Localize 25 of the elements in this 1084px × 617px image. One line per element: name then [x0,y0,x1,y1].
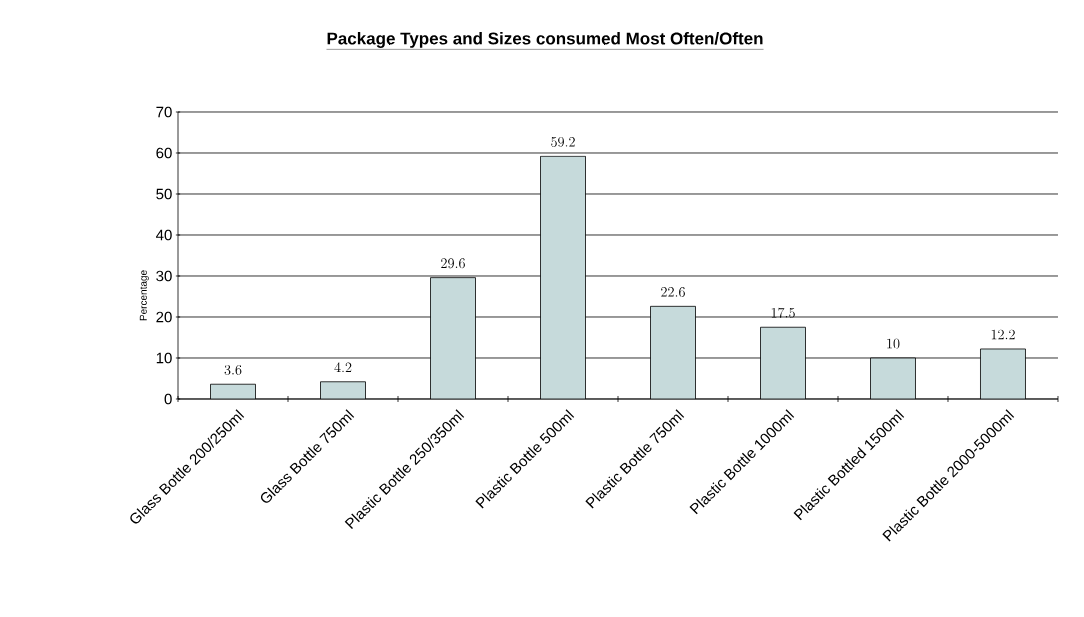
bar [760,326,806,399]
bar [540,155,586,399]
y-tick-label: 20 [156,311,172,323]
y-tick-label: 40 [156,229,172,241]
data-label: 4.2 [334,362,352,373]
data-label: 17.5 [771,307,795,318]
data-label: 12.2 [991,329,1015,340]
bar [320,381,366,399]
y-tick-label: 30 [156,270,172,282]
bar [980,348,1026,399]
data-label: 10 [887,338,900,349]
data-label: 59.2 [551,136,575,147]
chart-title: Package Types and Sizes consumed Most Often/Often [327,32,763,48]
bar [870,357,916,399]
data-label: 3.6 [224,364,242,375]
bar [650,305,696,399]
y-tick-label: 50 [156,188,172,200]
y-tick-label: 0 [164,393,172,405]
y-tick-label: 70 [156,106,172,118]
y-tick-label: 10 [156,352,172,364]
data-label: 29.6 [441,258,465,269]
data-label: 22.6 [661,287,685,297]
y-axis-title: Percentage [139,270,149,321]
y-tick-label: 60 [156,147,172,159]
bar [430,277,476,399]
